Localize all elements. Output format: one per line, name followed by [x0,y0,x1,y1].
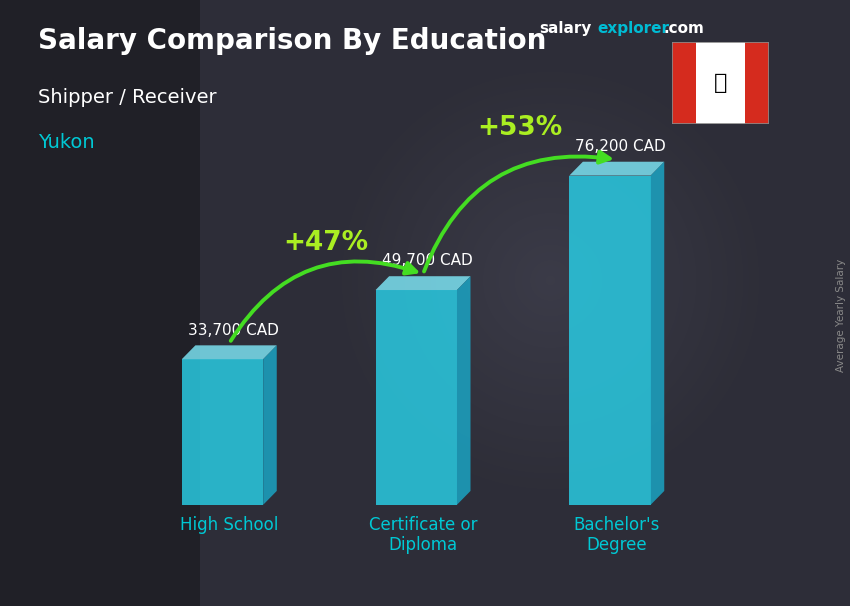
Text: .com: .com [664,21,705,36]
Polygon shape [264,345,277,505]
Text: Certificate or
Diploma: Certificate or Diploma [369,516,478,554]
Polygon shape [376,276,471,290]
Polygon shape [182,359,264,505]
Text: High School: High School [180,516,279,533]
Polygon shape [457,276,471,505]
Text: salary: salary [540,21,592,36]
Text: Average Yearly Salary: Average Yearly Salary [836,259,846,371]
Bar [745,42,769,124]
Text: +53%: +53% [478,115,563,141]
Polygon shape [570,162,664,176]
Text: Shipper / Receiver: Shipper / Receiver [38,88,217,107]
Text: explorer: explorer [598,21,670,36]
Text: 33,700 CAD: 33,700 CAD [188,322,279,338]
Text: 76,200 CAD: 76,200 CAD [575,139,666,154]
Polygon shape [376,290,457,505]
Bar [696,42,745,124]
Text: Yukon: Yukon [38,133,95,152]
Text: 49,700 CAD: 49,700 CAD [382,253,473,268]
Text: Salary Comparison By Education: Salary Comparison By Education [38,27,547,55]
Polygon shape [182,345,277,359]
Text: +47%: +47% [284,230,369,256]
Polygon shape [570,176,651,505]
Polygon shape [651,162,664,505]
Text: 🍁: 🍁 [714,73,727,93]
Text: Bachelor's
Degree: Bachelor's Degree [574,516,660,554]
Bar [672,42,696,124]
